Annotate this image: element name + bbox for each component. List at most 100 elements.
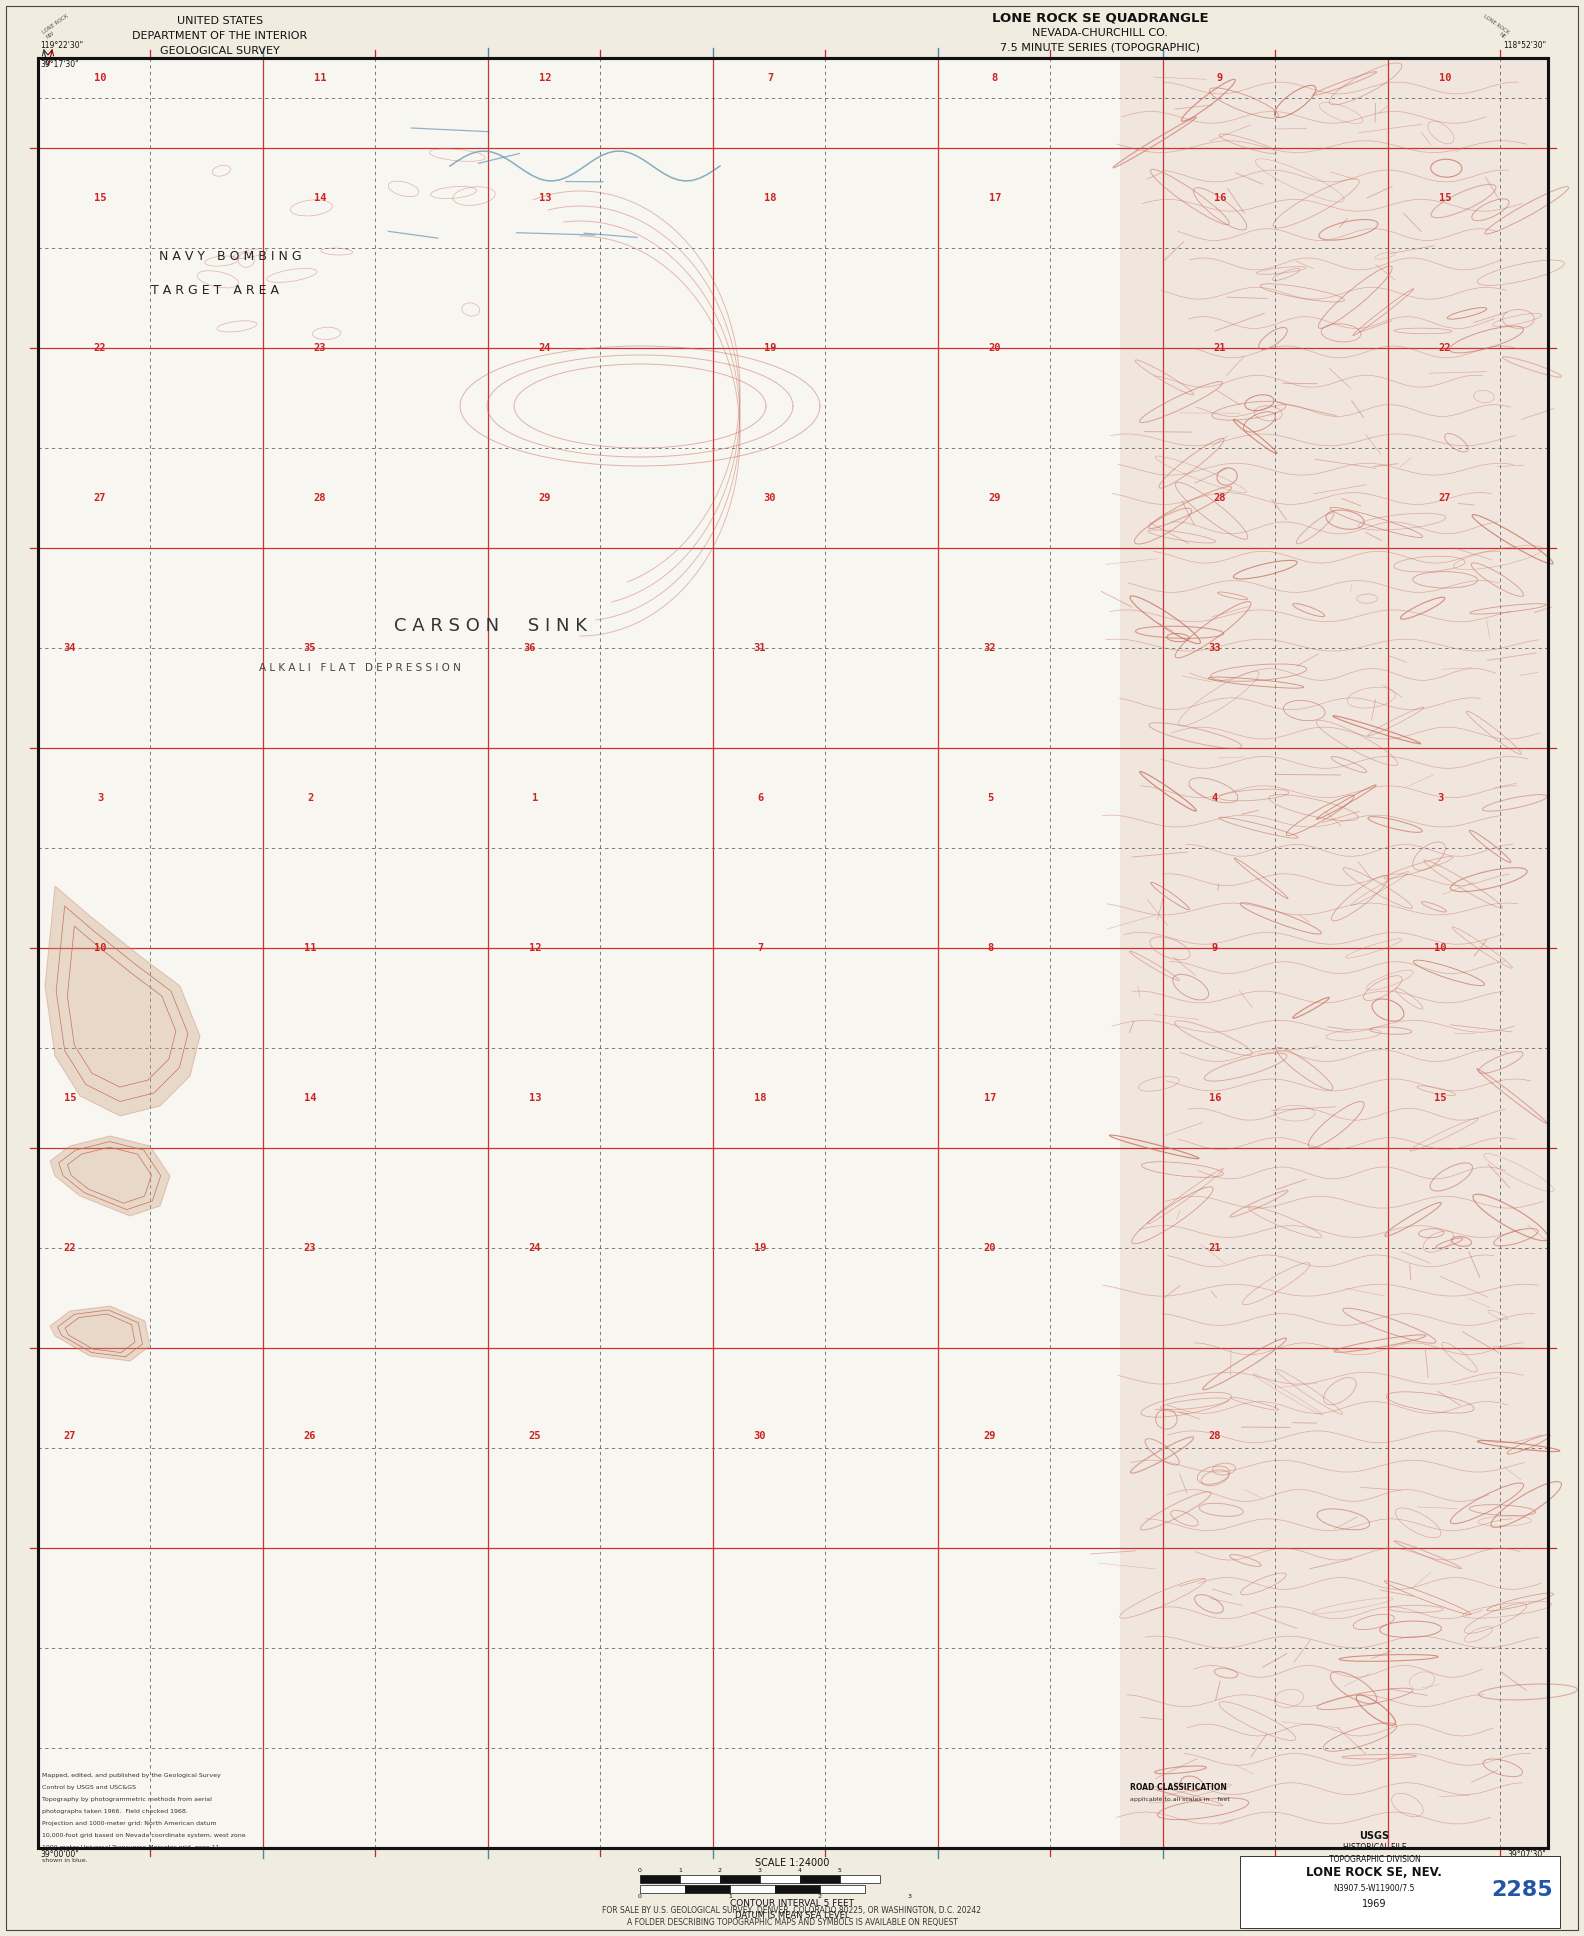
Text: TOPOGRAPHIC DIVISION: TOPOGRAPHIC DIVISION xyxy=(1329,1855,1421,1864)
Text: SCALE 1:24000: SCALE 1:24000 xyxy=(756,1859,828,1868)
Text: 2: 2 xyxy=(718,1868,722,1872)
Text: A L K A L I   F L A T   D E P R E S S I O N: A L K A L I F L A T D E P R E S S I O N xyxy=(260,662,461,674)
Bar xyxy=(821,1886,865,1893)
Text: FOR SALE BY U.S. GEOLOGICAL SURVEY, DENVER, COLORADO 80225, OR WASHINGTON, D.C. : FOR SALE BY U.S. GEOLOGICAL SURVEY, DENV… xyxy=(602,1905,982,1915)
Text: 5: 5 xyxy=(987,794,993,803)
Text: 30: 30 xyxy=(763,494,776,503)
Text: Topography by photogrammetric methods from aerial: Topography by photogrammetric methods fr… xyxy=(43,1797,212,1802)
Text: 16: 16 xyxy=(1209,1094,1221,1104)
Text: 11: 11 xyxy=(304,943,317,953)
Text: 39°07'30": 39°07'30" xyxy=(1508,1851,1546,1859)
Text: 10: 10 xyxy=(93,74,106,83)
Text: 30: 30 xyxy=(754,1431,767,1440)
Text: 24: 24 xyxy=(539,343,551,352)
Text: 1: 1 xyxy=(729,1893,732,1899)
Text: 14: 14 xyxy=(314,194,326,203)
Text: 34: 34 xyxy=(63,643,76,652)
Text: 21: 21 xyxy=(1209,1243,1221,1253)
Text: 22: 22 xyxy=(93,343,106,352)
Text: 10: 10 xyxy=(1438,74,1451,83)
Text: 17: 17 xyxy=(988,194,1001,203)
Text: 23: 23 xyxy=(304,1243,317,1253)
Text: 21: 21 xyxy=(1213,343,1226,352)
Text: 14: 14 xyxy=(304,1094,317,1104)
Text: LONE ROCK
NW: LONE ROCK NW xyxy=(43,14,73,41)
Text: 10: 10 xyxy=(1434,943,1446,953)
Bar xyxy=(684,1886,730,1893)
Text: 7: 7 xyxy=(757,943,763,953)
Text: 15: 15 xyxy=(1438,194,1451,203)
Text: 8: 8 xyxy=(987,943,993,953)
Text: 0: 0 xyxy=(638,1868,642,1872)
Text: 32: 32 xyxy=(984,643,996,652)
Text: 28: 28 xyxy=(1209,1431,1221,1440)
Text: 9: 9 xyxy=(1217,74,1223,83)
Text: 4: 4 xyxy=(798,1868,802,1872)
Text: N A V Y   B O M B I N G: N A V Y B O M B I N G xyxy=(158,250,301,263)
Text: 6: 6 xyxy=(757,794,763,803)
Text: 3: 3 xyxy=(908,1893,912,1899)
Text: 27: 27 xyxy=(1438,494,1451,503)
Text: 23: 23 xyxy=(314,343,326,352)
Bar xyxy=(775,1886,821,1893)
Text: 2285: 2285 xyxy=(1491,1880,1552,1899)
Text: 18: 18 xyxy=(763,194,776,203)
Text: 2: 2 xyxy=(307,794,314,803)
Text: 13: 13 xyxy=(539,194,551,203)
Text: DATUM IS MEAN SEA LEVEL: DATUM IS MEAN SEA LEVEL xyxy=(735,1911,849,1919)
Text: LONE ROCK SE QUADRANGLE: LONE ROCK SE QUADRANGLE xyxy=(992,12,1209,25)
Text: 28: 28 xyxy=(314,494,326,503)
Text: C A R S O N     S I N K: C A R S O N S I N K xyxy=(393,618,586,635)
Text: 2: 2 xyxy=(817,1893,822,1899)
Text: 26: 26 xyxy=(304,1431,317,1440)
Text: 22: 22 xyxy=(63,1243,76,1253)
Bar xyxy=(1240,1857,1560,1928)
Text: 12: 12 xyxy=(539,74,551,83)
Text: 24: 24 xyxy=(529,1243,542,1253)
Text: 15: 15 xyxy=(1434,1094,1446,1104)
Bar xyxy=(680,1874,721,1884)
Text: Mapped, edited, and published by the Geological Survey: Mapped, edited, and published by the Geo… xyxy=(43,1773,220,1779)
Text: 16: 16 xyxy=(1213,194,1226,203)
Text: GEOLOGICAL SURVEY: GEOLOGICAL SURVEY xyxy=(160,46,280,56)
Text: 7: 7 xyxy=(767,74,773,83)
Text: 22: 22 xyxy=(1438,343,1451,352)
Text: A FOLDER DESCRIBING TOPOGRAPHIC MAPS AND SYMBOLS IS AVAILABLE ON REQUEST: A FOLDER DESCRIBING TOPOGRAPHIC MAPS AND… xyxy=(627,1917,957,1926)
Text: 18: 18 xyxy=(754,1094,767,1104)
Text: 3: 3 xyxy=(97,794,103,803)
Bar xyxy=(730,1886,775,1893)
Bar xyxy=(721,1874,760,1884)
Text: 27: 27 xyxy=(63,1431,76,1440)
Text: 12: 12 xyxy=(529,943,542,953)
Text: 0: 0 xyxy=(638,1893,642,1899)
Text: UNITED STATES: UNITED STATES xyxy=(177,15,263,25)
Text: 1: 1 xyxy=(532,794,539,803)
Text: Projection and 1000-meter grid: North American datum: Projection and 1000-meter grid: North Am… xyxy=(43,1822,217,1826)
Text: 1: 1 xyxy=(678,1868,683,1872)
Text: T A R G E T   A R E A: T A R G E T A R E A xyxy=(150,285,279,298)
Text: NEVADA-CHURCHILL CO.: NEVADA-CHURCHILL CO. xyxy=(1033,27,1167,39)
Text: 3: 3 xyxy=(1437,794,1443,803)
Text: 28: 28 xyxy=(1213,494,1226,503)
Text: 10,000-foot grid based on Nevada coordinate system, west zone: 10,000-foot grid based on Nevada coordin… xyxy=(43,1833,246,1839)
Text: shown in blue.: shown in blue. xyxy=(43,1857,87,1862)
Text: 17: 17 xyxy=(984,1094,996,1104)
Text: 19: 19 xyxy=(754,1243,767,1253)
Text: 5: 5 xyxy=(838,1868,843,1872)
Text: 10: 10 xyxy=(93,943,106,953)
Text: 119°22'30": 119°22'30" xyxy=(40,41,82,50)
Text: 13: 13 xyxy=(529,1094,542,1104)
Text: 33: 33 xyxy=(1209,643,1221,652)
Text: 29: 29 xyxy=(984,1431,996,1440)
Text: 11: 11 xyxy=(314,74,326,83)
Text: 29: 29 xyxy=(539,494,551,503)
Text: 15: 15 xyxy=(93,194,106,203)
Text: CONTOUR INTERVAL 5 FEET: CONTOUR INTERVAL 5 FEET xyxy=(730,1899,854,1907)
Text: 8: 8 xyxy=(992,74,998,83)
Text: 36: 36 xyxy=(524,643,537,652)
Text: 15: 15 xyxy=(63,1094,76,1104)
Bar xyxy=(640,1874,680,1884)
Text: DEPARTMENT OF THE INTERIOR: DEPARTMENT OF THE INTERIOR xyxy=(133,31,307,41)
Bar xyxy=(760,1874,800,1884)
Text: 19: 19 xyxy=(763,343,776,352)
